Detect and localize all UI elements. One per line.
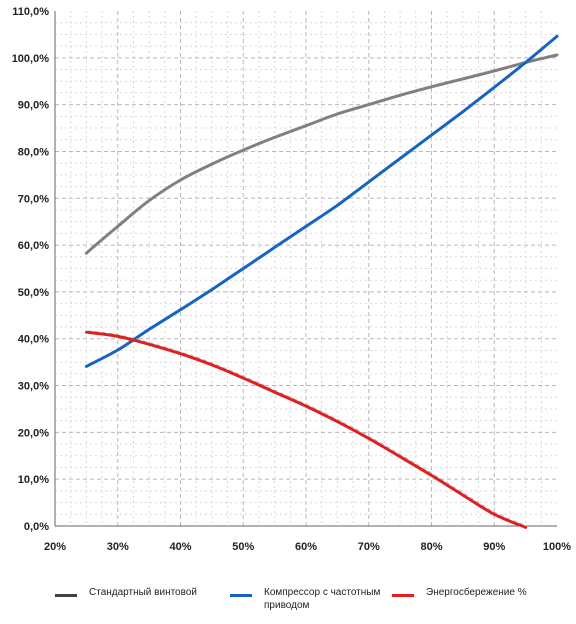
- legend-label-vsd: Компрессор с частотным приводом: [264, 587, 381, 611]
- x-tick-label: 80%: [420, 541, 442, 553]
- x-tick-label: 30%: [107, 541, 129, 553]
- y-tick-label: 0,0%: [24, 521, 49, 533]
- x-tick-labels: 20% 30% 40% 50% 60% 70% 80% 90% 100%: [44, 541, 571, 553]
- y-tick-label: 30,0%: [18, 381, 49, 393]
- legend-label-savings: Энергосбережение %: [426, 587, 527, 598]
- y-tick-label: 90,0%: [18, 100, 49, 112]
- grid-lines: [55, 11, 557, 526]
- x-tick-label: 40%: [169, 541, 191, 553]
- legend-swatch-savings: [392, 594, 414, 597]
- y-tick-label: 70,0%: [18, 193, 49, 205]
- series-line-standard: [84, 53, 559, 255]
- x-tick-label: 50%: [232, 541, 254, 553]
- axes: [54, 11, 557, 527]
- legend-item-standard: Стандартный винтовой: [55, 586, 209, 599]
- y-tick-label: 100,0%: [12, 53, 50, 65]
- legend-item-savings: Энергосбережение %: [392, 586, 546, 599]
- y-tick-label: 20,0%: [18, 427, 49, 439]
- x-tick-label: 20%: [44, 541, 66, 553]
- series-line-vsd: [84, 34, 559, 368]
- y-tick-label: 50,0%: [18, 287, 49, 299]
- y-tick-label: 60,0%: [18, 240, 49, 252]
- x-tick-label: 70%: [358, 541, 380, 553]
- series-line-savings: [84, 330, 528, 529]
- legend: Стандартный винтовой Компрессор с частот…: [0, 586, 576, 622]
- legend-label-standard: Стандартный винтовой: [89, 587, 197, 598]
- y-tick-labels: 0,0% 10,0% 20,0% 30,0% 40,0% 50,0% 60,0% 70,0% 8…: [12, 6, 50, 533]
- y-tick-label: 80,0%: [18, 146, 49, 158]
- legend-item-vsd: Компрессор с частотным приводом: [230, 586, 384, 612]
- legend-swatch-standard: [55, 594, 77, 597]
- y-tick-label: 40,0%: [18, 334, 49, 346]
- series-lines: [84, 34, 559, 529]
- y-tick-label: 110,0%: [12, 6, 49, 18]
- x-tick-label: 60%: [295, 541, 317, 553]
- legend-swatch-vsd: [230, 594, 252, 597]
- y-tick-label: 10,0%: [18, 474, 49, 486]
- x-tick-label: 100%: [543, 541, 571, 553]
- series-line-savings-trend: [87, 330, 528, 527]
- x-tick-label: 90%: [483, 541, 505, 553]
- line-chart: 20% 30% 40% 50% 60% 70% 80% 90% 100% 0,0% 10,0% 20…: [12, 6, 572, 553]
